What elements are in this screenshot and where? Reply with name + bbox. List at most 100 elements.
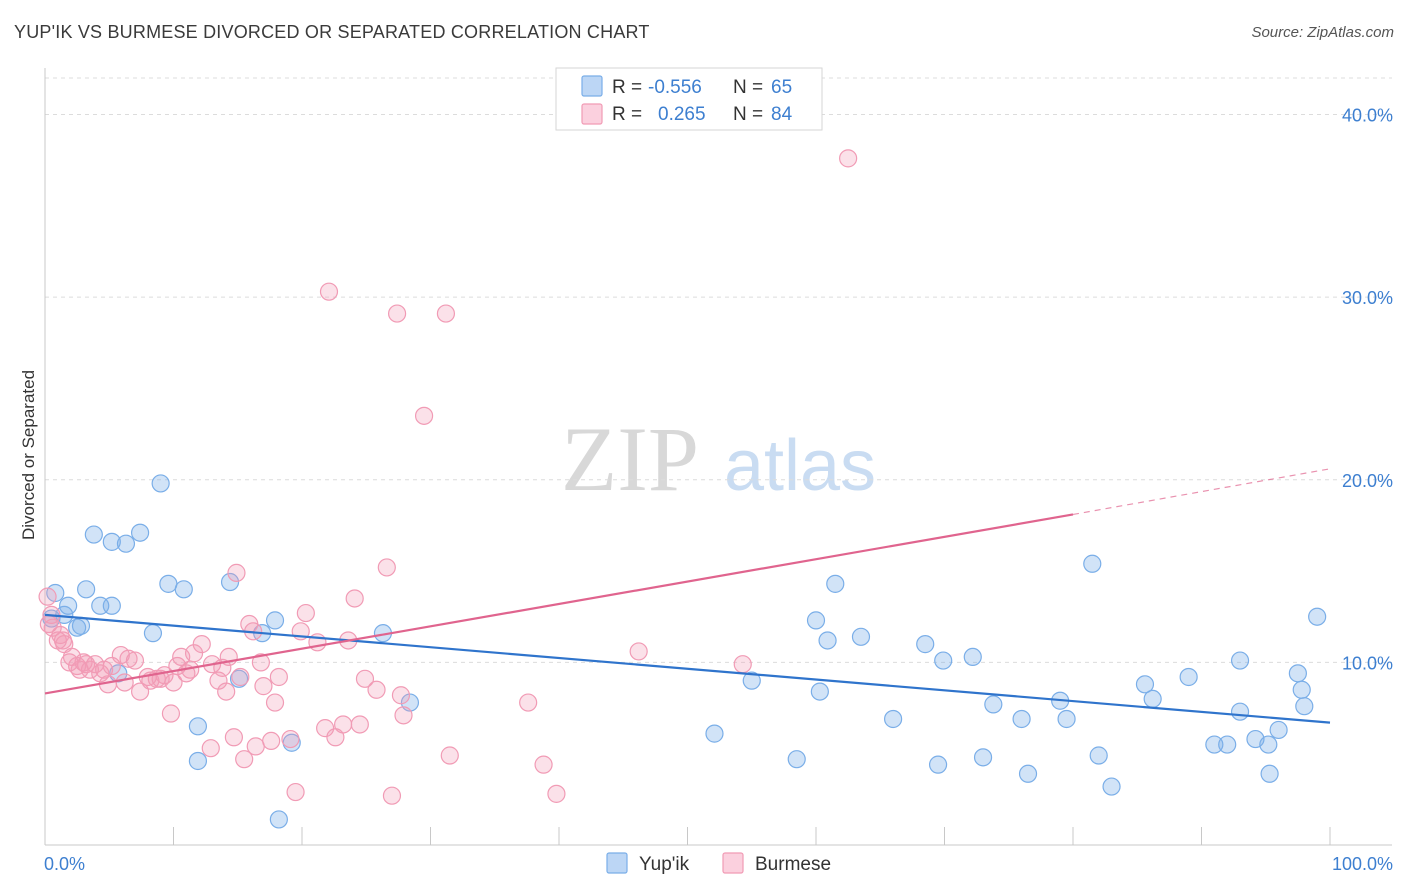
point-yupik bbox=[1230, 651, 1250, 670]
point-yupik bbox=[984, 695, 1003, 714]
point-burmese bbox=[436, 304, 456, 323]
point-yupik bbox=[916, 635, 935, 654]
point-burmese bbox=[246, 737, 265, 756]
point-yupik bbox=[851, 627, 871, 646]
point-burmese bbox=[547, 784, 566, 803]
point-yupik bbox=[1102, 777, 1121, 796]
point-yupik bbox=[174, 580, 193, 599]
legend-top: R = -0.556 N = 65 R = 0.265 N = 84 bbox=[555, 67, 823, 131]
trend-line-yupik bbox=[44, 613, 1331, 724]
tick-labels: 10.0% 20.0% 30.0% 40.0% 0.0% 100.0% bbox=[44, 106, 1393, 874]
point-burmese bbox=[345, 589, 364, 608]
point-burmese bbox=[316, 719, 335, 738]
point-yupik bbox=[934, 651, 953, 670]
point-yupik bbox=[928, 755, 948, 774]
point-yupik bbox=[269, 810, 288, 829]
trend-lines bbox=[44, 468, 1331, 724]
point-burmese bbox=[224, 728, 243, 747]
point-yupik bbox=[1205, 735, 1224, 754]
source-label: Source: ZipAtlas.com bbox=[1251, 24, 1394, 41]
point-yupik bbox=[1269, 720, 1288, 740]
point-yupik bbox=[71, 616, 91, 635]
point-burmese bbox=[251, 653, 270, 672]
point-yupik bbox=[818, 631, 837, 650]
point-yupik bbox=[787, 750, 806, 769]
point-yupik bbox=[1089, 746, 1108, 765]
point-yupik bbox=[705, 724, 724, 743]
point-burmese bbox=[382, 786, 402, 805]
point-burmese bbox=[377, 558, 396, 577]
point-burmese bbox=[77, 655, 96, 674]
point-yupik bbox=[77, 580, 96, 599]
point-yupik bbox=[116, 534, 136, 553]
watermark: ZIP atlas bbox=[561, 408, 876, 510]
point-burmese bbox=[350, 715, 369, 734]
point-yupik bbox=[806, 611, 826, 630]
point-burmese bbox=[733, 655, 752, 674]
point-burmese bbox=[192, 635, 211, 654]
legend-n-value-burmese: 84 bbox=[771, 104, 793, 125]
legend-bottom-swatch-burmese bbox=[722, 852, 744, 874]
y-tick-label: 20.0% bbox=[1342, 471, 1393, 491]
point-yupik bbox=[84, 525, 103, 544]
legend-swatch-yupik bbox=[581, 75, 603, 97]
axes bbox=[44, 68, 1392, 846]
point-yupik bbox=[151, 474, 170, 493]
legend-r-label-burmese: R = bbox=[612, 104, 642, 125]
point-burmese bbox=[440, 746, 459, 765]
point-yupik bbox=[1057, 709, 1076, 729]
trend-line-burmese-extension bbox=[1072, 468, 1331, 516]
gridlines bbox=[45, 77, 1392, 663]
point-burmese bbox=[355, 669, 375, 688]
legend-bottom: Yup'ik Burmese bbox=[606, 852, 831, 875]
point-burmese bbox=[161, 704, 181, 723]
point-yupik bbox=[159, 574, 178, 593]
point-yupik bbox=[1260, 764, 1279, 783]
point-yupik bbox=[742, 671, 761, 690]
legend-r-value-yupik: -0.556 bbox=[648, 77, 702, 98]
point-burmese bbox=[235, 750, 254, 769]
point-yupik bbox=[188, 751, 208, 771]
point-burmese bbox=[629, 642, 648, 661]
point-yupik bbox=[1018, 764, 1038, 783]
trend-line-burmese bbox=[44, 513, 1074, 695]
point-burmese bbox=[391, 686, 411, 705]
y-tick-label: 40.0% bbox=[1342, 106, 1393, 126]
point-burmese bbox=[262, 731, 281, 751]
legend-r-label-yupik: R = bbox=[612, 77, 642, 98]
point-yupik bbox=[130, 523, 150, 542]
point-yupik bbox=[1012, 709, 1031, 729]
watermark-atlas: atlas bbox=[724, 426, 876, 506]
point-burmese bbox=[227, 563, 246, 582]
point-burmese bbox=[265, 693, 285, 712]
point-yupik bbox=[1135, 675, 1155, 694]
point-yupik bbox=[1230, 702, 1250, 721]
x-tick-label-min: 0.0% bbox=[44, 854, 85, 874]
point-yupik bbox=[102, 532, 121, 551]
legend-bottom-label-burmese: Burmese bbox=[755, 854, 831, 875]
point-yupik bbox=[220, 572, 240, 592]
legend-r-value-burmese: 0.265 bbox=[658, 104, 706, 125]
point-yupik bbox=[1218, 735, 1237, 754]
legend-bottom-swatch-yupik bbox=[606, 852, 628, 874]
point-burmese bbox=[74, 653, 93, 672]
watermark-zip: ZIP bbox=[561, 408, 699, 510]
point-yupik bbox=[1259, 735, 1278, 754]
point-burmese bbox=[519, 693, 538, 712]
point-burmese bbox=[414, 406, 434, 425]
point-burmese bbox=[184, 644, 204, 663]
point-burmese bbox=[334, 715, 353, 734]
point-yupik bbox=[973, 748, 993, 767]
point-yupik bbox=[1308, 607, 1327, 626]
point-burmese bbox=[53, 631, 73, 650]
series-burmese bbox=[38, 149, 858, 805]
point-burmese bbox=[231, 667, 250, 687]
point-yupik bbox=[1083, 554, 1102, 573]
point-yupik bbox=[883, 709, 903, 729]
chart-title: YUP'IK VS BURMESE DIVORCED OR SEPARATED … bbox=[14, 22, 650, 42]
point-burmese bbox=[217, 682, 236, 701]
point-burmese bbox=[319, 282, 339, 301]
point-yupik bbox=[1288, 664, 1307, 683]
point-yupik bbox=[265, 611, 285, 630]
